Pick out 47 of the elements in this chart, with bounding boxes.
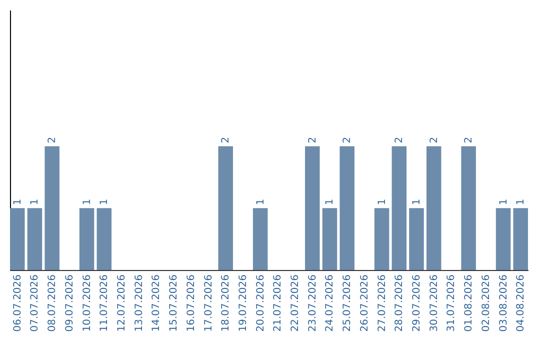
- data-label: 2: [220, 136, 232, 144]
- x-tick-label: 09.07.2026: [64, 274, 76, 332]
- x-tick-label: 31.07.2026: [446, 274, 458, 332]
- data-label: 1: [498, 198, 510, 206]
- data-label: 2: [464, 136, 475, 144]
- x-tick-label: 19.07.2026: [238, 274, 249, 332]
- x-tick-label: 20.07.2026: [255, 274, 266, 332]
- data-label: 2: [47, 136, 58, 144]
- x-tick-label: 07.07.2026: [30, 274, 41, 332]
- data-label: 2: [307, 136, 318, 144]
- x-tick-label: 16.07.2026: [186, 274, 197, 332]
- x-tick-label: 15.07.2026: [168, 274, 180, 332]
- x-tick-label: 10.07.2026: [82, 274, 93, 332]
- x-tick-label: 25.07.2026: [342, 274, 354, 332]
- data-label: 1: [324, 198, 336, 206]
- data-label: 1: [12, 198, 24, 206]
- x-tick-label: 24.07.2026: [324, 274, 336, 332]
- data-label: 1: [255, 198, 266, 206]
- x-tick-label: 18.07.2026: [220, 274, 232, 332]
- x-tick-label: 17.07.2026: [203, 274, 214, 332]
- data-label: 1: [99, 198, 110, 206]
- x-tick-label: 29.07.2026: [412, 274, 423, 332]
- x-tick-label: 27.07.2026: [376, 274, 388, 332]
- x-tick-label: 14.07.2026: [151, 274, 162, 332]
- x-tick-label: 30.07.2026: [428, 274, 440, 332]
- x-tick-label: 28.07.2026: [394, 274, 406, 332]
- data-label: 2: [342, 136, 354, 144]
- data-label: 1: [516, 198, 527, 206]
- data-label: 1: [30, 198, 41, 206]
- x-tick-label: 21.07.2026: [272, 274, 284, 332]
- x-tick-label: 04.08.2026: [516, 274, 527, 332]
- data-label: 1: [376, 198, 388, 206]
- data-label: 2: [394, 136, 406, 144]
- data-label: 1: [82, 198, 93, 206]
- data-label: 2: [428, 136, 440, 144]
- x-tick-label: 02.08.2026: [480, 274, 492, 332]
- x-tick-label: 12.07.2026: [116, 274, 128, 332]
- x-tick-label: 11.07.2026: [99, 274, 110, 332]
- x-tick-label: 01.08.2026: [464, 274, 475, 332]
- x-tick-label: 23.07.2026: [307, 274, 318, 332]
- x-tick-label: 26.07.2026: [359, 274, 370, 332]
- x-tick-label: 03.08.2026: [498, 274, 510, 332]
- data-label: 1: [412, 198, 423, 206]
- x-tick-label: 13.07.2026: [134, 274, 145, 332]
- x-tick-label: 22.07.2026: [290, 274, 302, 332]
- x-tick-label: 06.07.2026: [12, 274, 24, 332]
- x-tick-label: 08.07.2026: [47, 274, 58, 332]
